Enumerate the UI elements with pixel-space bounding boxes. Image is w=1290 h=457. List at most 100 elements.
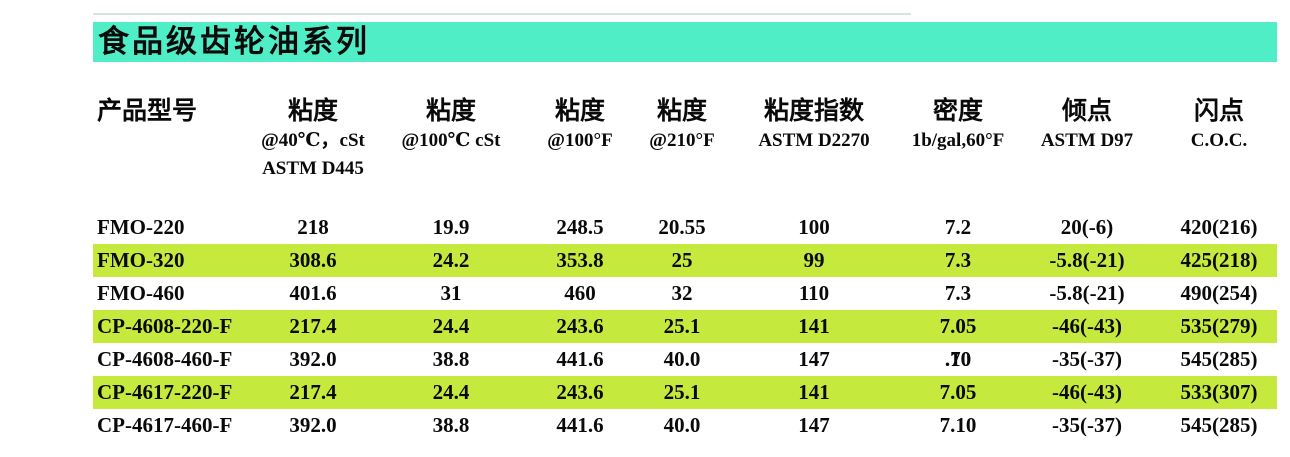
table-cell: 38.8 (432, 347, 470, 371)
table-cell: 141 (798, 314, 830, 338)
table-cell: 441.6 (556, 347, 604, 371)
table-row-2: FMO-460 401.6 31 460 32 110 7.3 -5.8(-21) 490(25… (93, 277, 1277, 310)
column-header-sub2-4 (639, 156, 725, 184)
table-row-5: CP-4617-220-F 217.4 24.4 243.6 25.1 141 7.05 -4… (93, 376, 1277, 409)
table-cell: 147 (798, 347, 830, 371)
table-row-4: CP-4608-460-F 392.0 38.8 441.6 40.0 147 .70.10… (93, 343, 1277, 376)
table-cell: 7.2 (944, 215, 972, 239)
cell-overlay-text: .10 (944, 347, 972, 371)
table-row-3: CP-4608-220-F 217.4 24.4 243.6 25.1 141 7.05 -4… (93, 310, 1277, 343)
table-cell: 308.6 (289, 248, 337, 272)
column-header-zh-3: 粘度 (554, 98, 605, 125)
column-header-sub1-3: @100°F (547, 130, 613, 151)
column-header-zh-7: 倾点 (1061, 98, 1112, 125)
column-header-sub2-6 (903, 156, 1013, 184)
column-header-zh-1: 粘度 (287, 98, 338, 125)
table-cell: 141 (798, 380, 830, 404)
table-row-0: FMO-220 218 19.9 248.5 20.55 100 7.2 20(-6) 420(… (93, 211, 1277, 244)
table-cell: 392.0 (289, 413, 337, 437)
table-cell: 401.6 (289, 281, 337, 305)
table-cell: 40.0 (663, 413, 701, 437)
overlapped-print-cell: .70.10 (945, 343, 971, 376)
spec-table: 产品型号 粘度 粘度 粘度 粘度 粘度指数 密度 倾点 闪点 @40℃，cSt @100℃ cSt… (93, 96, 1277, 437)
table-cell: 24.2 (432, 248, 470, 272)
header-row-chinese: 产品型号 粘度 粘度 粘度 粘度 粘度指数 密度 倾点 闪点 (93, 96, 1277, 128)
table-cell: -5.8(-21) (1049, 281, 1125, 305)
column-header-sub1-8: C.O.C. (1190, 130, 1248, 151)
table-cell: 147 (798, 413, 830, 437)
column-header-sub2-3 (521, 156, 639, 184)
column-header-sub2-0 (93, 156, 245, 184)
table-cell: 19.9 (432, 215, 470, 239)
table-cell: 425(218) (1180, 248, 1258, 272)
table-cell: 100 (798, 215, 830, 239)
column-header-sub1-1: @40℃，cSt (261, 130, 365, 151)
column-header-sub2-7 (1013, 156, 1161, 184)
table-cell: 490(254) (1180, 281, 1258, 305)
cell-base-text: .70 (944, 347, 972, 371)
table-cell: 353.8 (556, 248, 604, 272)
table-cell: 20(-6) (1060, 215, 1114, 239)
product-model-cell: CP-4617-220-F (97, 380, 233, 404)
table-cell: 217.4 (289, 314, 337, 338)
column-header-sub1-2: @100℃ cSt (401, 130, 501, 151)
column-header-sub1-0 (93, 128, 245, 156)
column-header-zh-8: 闪点 (1193, 98, 1244, 125)
table-cell: 25.1 (663, 380, 701, 404)
column-header-zh-4: 粘度 (656, 98, 707, 125)
table-cell: -46(-43) (1052, 380, 1122, 404)
table-cell: 7.10 (939, 413, 977, 437)
table-cell: 545(285) (1180, 347, 1258, 371)
table-cell: 24.4 (432, 380, 470, 404)
table-cell: -46(-43) (1052, 314, 1122, 338)
header-row-units: @40℃，cSt @100℃ cSt @100°F @210°F ASTM D2270 1… (93, 128, 1277, 156)
table-cell: 7.05 (939, 314, 977, 338)
product-model-cell: CP-4617-460-F (97, 413, 233, 437)
table-cell: 7.3 (944, 281, 972, 305)
product-model-cell: CP-4608-220-F (97, 314, 233, 338)
table-cell: -35(-37) (1052, 413, 1122, 437)
table-cell: 218 (297, 215, 329, 239)
table-cell: 460 (564, 281, 596, 305)
table-cell: 110 (798, 281, 830, 305)
column-header-zh-2: 粘度 (425, 98, 476, 125)
table-cell: 392.0 (289, 347, 337, 371)
column-header-sub2-5 (725, 156, 903, 184)
table-body: FMO-220 218 19.9 248.5 20.55 100 7.2 20(-6) 420(… (93, 211, 1277, 442)
table-cell: 217.4 (289, 380, 337, 404)
table-cell: 25.1 (663, 314, 701, 338)
product-model-cell: FMO-320 (97, 248, 185, 272)
column-header-sub1-7: ASTM D97 (1040, 130, 1134, 151)
table-cell: 32 (671, 281, 693, 305)
table-cell: 420(216) (1180, 215, 1258, 239)
table-cell: 25 (671, 248, 693, 272)
column-header-sub2-2 (381, 156, 521, 184)
scan-artifact-line (93, 13, 911, 15)
table-cell: 545(285) (1180, 413, 1258, 437)
column-header-sub1-5: ASTM D2270 (758, 130, 870, 151)
column-header-zh-6: 密度 (932, 98, 983, 125)
table-cell: 7.05 (939, 380, 977, 404)
table-cell: 99 (803, 248, 825, 272)
column-header-sub2-8 (1161, 156, 1277, 184)
table-cell: 7.3 (944, 248, 972, 272)
table-cell: 243.6 (556, 380, 604, 404)
column-header-sub2-1: ASTM D445 (262, 158, 364, 179)
product-model-cell: FMO-220 (97, 215, 185, 239)
table-cell: 20.55 (658, 215, 706, 239)
table-row-1: FMO-320 308.6 24.2 353.8 25 99 7.3 -5.8(-21) 425… (93, 244, 1277, 277)
header-row-method: ASTM D445 (93, 156, 1277, 184)
page-title: 食品级齿轮油系列 (98, 24, 370, 59)
table-cell: 24.4 (432, 314, 470, 338)
table-cell: 248.5 (556, 215, 604, 239)
table-cell: -35(-37) (1052, 347, 1122, 371)
table-cell: 31 (440, 281, 462, 305)
table-cell: 533(307) (1180, 380, 1258, 404)
table-cell: .70.10 (903, 343, 1013, 376)
column-header-zh-0: 产品型号 (97, 98, 198, 125)
table-cell: 38.8 (432, 413, 470, 437)
table-cell: 535(279) (1180, 314, 1258, 338)
column-header-zh-5: 粘度指数 (763, 98, 864, 125)
table-cell: 40.0 (663, 347, 701, 371)
column-header-sub1-6: 1b/gal,60°F (911, 130, 1005, 151)
